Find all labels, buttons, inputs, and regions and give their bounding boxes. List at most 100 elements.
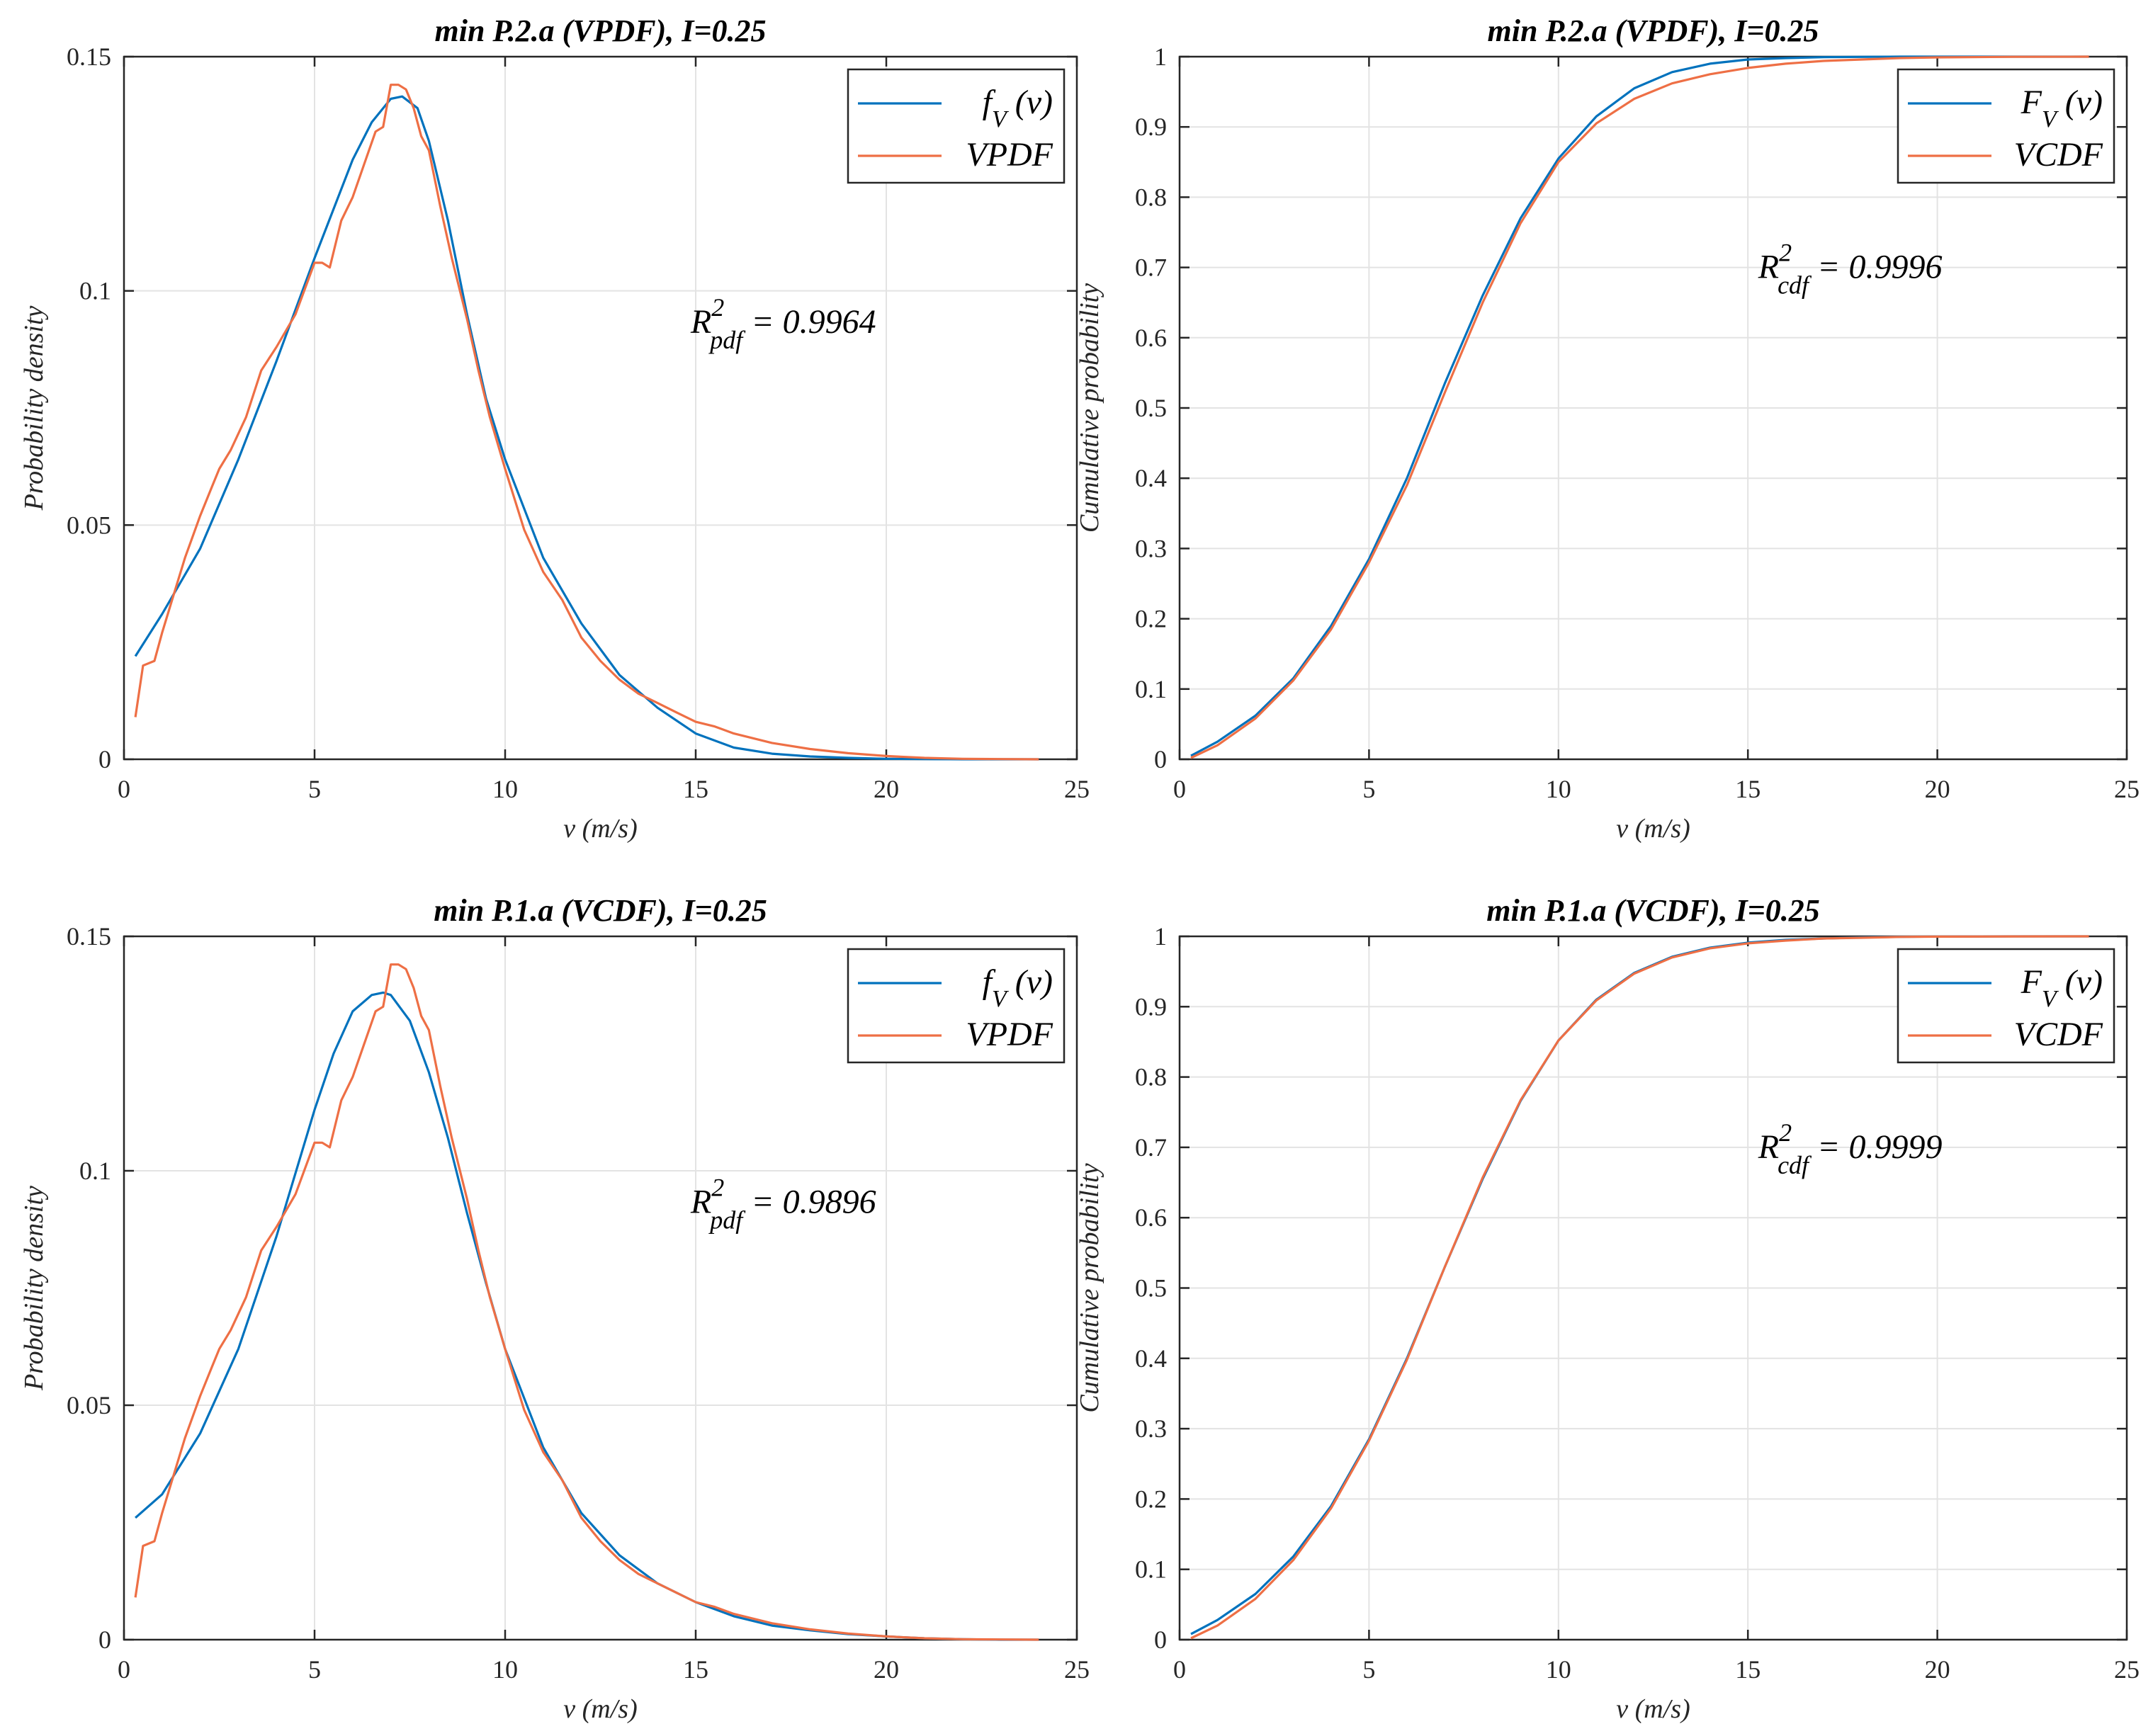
chart-title: min P.2.a (VPDF), I=0.25	[1488, 13, 1819, 48]
annotation-value: = 0.9964	[742, 303, 876, 341]
y-tick-label: 0.3	[1135, 1414, 1167, 1443]
legend-entry-symbol: F	[2021, 963, 2042, 1001]
x-tick-label: 0	[118, 1655, 130, 1684]
series-line-f-v-v	[1190, 55, 2089, 757]
y-tick-label: 0	[1154, 1626, 1167, 1654]
x-tick-label: 5	[1362, 1655, 1375, 1684]
annotation-value: = 0.9996	[1809, 248, 1942, 285]
y-tick-label: 0.15	[67, 922, 111, 951]
y-tick-label: 0.1	[79, 1157, 111, 1185]
x-tick-label: 15	[683, 1655, 708, 1684]
chart-bottom-right: 0 5 10 15 20 25 0 0.1 0.2 0.3 0.4 0.5 0.6 0.7 0.8 0.9 1 m…	[1075, 893, 2140, 1724]
chart-title: min P.2.a (VPDF), I=0.25	[435, 13, 767, 48]
annotation-superscript: 2	[711, 293, 724, 322]
legend: fV (v) VPDF	[847, 68, 1066, 184]
y-tick-label: 0.2	[1135, 605, 1167, 633]
r-squared-annotation: R2 pdf = 0.9964	[690, 293, 876, 354]
legend-entry: fV (v)	[983, 84, 1053, 132]
annotation-base: R	[690, 303, 711, 341]
y-tick-label: 0.9	[1135, 113, 1167, 141]
axes-box	[123, 55, 1078, 761]
legend-entry: FV (v)	[2021, 963, 2103, 1012]
legend-entry-argument: (v)	[2057, 963, 2103, 1001]
chart-title: min P.1.a (VCDF), I=0.25	[1486, 893, 1819, 928]
x-tick-label: 10	[1546, 775, 1571, 803]
series-line-vpdf	[134, 84, 1039, 761]
y-tick-label: 0.05	[67, 511, 111, 539]
x-tick-label: 20	[874, 775, 899, 803]
x-tick-label: 10	[1546, 1655, 1571, 1684]
x-tick-label: 5	[308, 1655, 321, 1684]
legend-entry: VCDF	[2014, 136, 2103, 174]
x-tick-label: 0	[1173, 1655, 1186, 1684]
x-tick-label: 10	[492, 1655, 518, 1684]
y-tick-label: 0.1	[1135, 675, 1167, 703]
legend-box	[1897, 948, 2115, 1064]
y-tick-label: 0.1	[1135, 1555, 1167, 1584]
r-squared-annotation: R2 pdf = 0.9896	[690, 1174, 876, 1235]
annotation-subscript: cdf	[1778, 271, 1812, 299]
y-tick-label: 0.3	[1135, 534, 1167, 562]
x-tick-label: 25	[2114, 1655, 2140, 1684]
chart-top-left: 0 5 10 15 20 25 0 0.05 0.1 0.15 min P.2.a (VPDF), …	[19, 13, 1090, 844]
annotation-superscript: 2	[1779, 1118, 1792, 1147]
y-tick-label: 0.5	[1135, 1274, 1167, 1303]
x-axis-label: v (m/s)	[1616, 1694, 1690, 1724]
legend-box	[847, 68, 1066, 184]
legend-entry-argument: (v)	[1007, 84, 1053, 121]
x-tick-label: 0	[1173, 775, 1186, 803]
x-axis-label: v (m/s)	[563, 814, 637, 844]
y-tick-label: 0.6	[1135, 1203, 1167, 1232]
legend: fV (v) VPDF	[847, 948, 1066, 1064]
r-squared-annotation: R2 cdf = 0.9996	[1758, 238, 1943, 299]
legend: FV (v) VCDF	[1897, 68, 2115, 184]
x-axis-label: v (m/s)	[563, 1694, 637, 1724]
y-tick-label: 0.7	[1135, 254, 1167, 282]
y-tick-label: 0.9	[1135, 992, 1167, 1021]
annotation-superscript: 2	[1779, 238, 1792, 266]
legend-box	[1897, 68, 2115, 184]
y-tick-label: 0.6	[1135, 324, 1167, 352]
y-tick-label: 0.8	[1135, 183, 1167, 211]
chart-bottom-left: 0 5 10 15 20 25 0 0.05 0.1 0.15 min P.1.a (VCDF), …	[19, 893, 1090, 1724]
x-tick-label: 15	[1735, 775, 1761, 803]
legend-entry-argument: (v)	[2057, 84, 2103, 121]
x-tick-label: 0	[118, 775, 130, 803]
chart-title: min P.1.a (VCDF), I=0.25	[434, 893, 767, 928]
x-tick-label: 15	[1735, 1655, 1761, 1684]
x-tick-label: 20	[1925, 775, 1950, 803]
x-tick-label: 20	[1925, 1655, 1950, 1684]
x-tick-label: 25	[1064, 1655, 1090, 1684]
y-tick-label: 0.7	[1135, 1133, 1167, 1162]
y-tick-label: 0.1	[79, 277, 111, 305]
legend-entry: FV (v)	[2021, 84, 2103, 132]
y-axis-label: Cumulative probability	[1075, 283, 1104, 533]
y-tick-label: 0.15	[67, 42, 111, 71]
legend: FV (v) VCDF	[1897, 948, 2115, 1064]
legend-entry-argument: (v)	[1007, 963, 1053, 1001]
x-tick-label: 5	[1362, 775, 1375, 803]
y-tick-label: 0.4	[1135, 464, 1167, 492]
annotation-subscript: cdf	[1778, 1151, 1812, 1179]
annotation-subscript: pdf	[708, 1206, 746, 1235]
annotation-base: R	[1758, 1128, 1779, 1166]
series-line-vcdf	[1190, 935, 2089, 1640]
annotation-value: = 0.9896	[742, 1184, 876, 1221]
axes-box	[123, 935, 1078, 1641]
annotation-superscript: 2	[711, 1174, 724, 1202]
series-line-f-v-v	[134, 95, 1039, 761]
series-line-vcdf	[1190, 55, 2089, 759]
annotation-value: = 0.9999	[1809, 1128, 1942, 1166]
x-tick-label: 10	[492, 775, 518, 803]
y-axis-label: Cumulative probability	[1075, 1163, 1104, 1412]
legend-entry: VPDF	[966, 1016, 1053, 1053]
y-axis-label: Probability density	[19, 1186, 49, 1391]
y-tick-label: 0.4	[1135, 1344, 1167, 1373]
y-tick-label: 0	[1154, 745, 1167, 773]
x-tick-label: 5	[308, 775, 321, 803]
y-tick-label: 0.2	[1135, 1485, 1167, 1513]
annotation-subscript: pdf	[708, 326, 746, 354]
y-tick-label: 1	[1154, 42, 1167, 71]
x-tick-label: 25	[1064, 775, 1090, 803]
annotation-base: R	[1758, 248, 1779, 285]
